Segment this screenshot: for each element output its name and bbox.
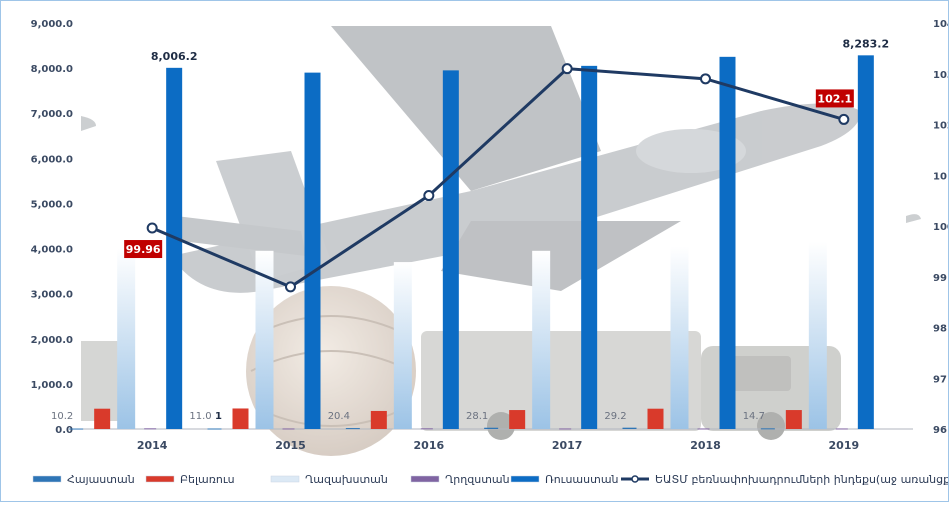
index-point bbox=[561, 63, 573, 75]
legend-swatch-marker bbox=[631, 475, 639, 483]
y2-tick-label: 97 bbox=[933, 374, 947, 385]
bar-data-label: 20.4 bbox=[328, 411, 350, 422]
bar-4-2019 bbox=[857, 55, 874, 430]
index-point bbox=[423, 190, 435, 202]
legend-label: ԵԱՏՄ բեռնափոխադրումների ինդեքս(աջ առանցք… bbox=[655, 473, 948, 486]
y-tick-label: 8,000.0 bbox=[31, 64, 73, 75]
index-point bbox=[146, 222, 158, 234]
bar-3-2018 bbox=[697, 428, 710, 430]
bar-3-2019 bbox=[835, 428, 848, 430]
y2-tick-label: 104 bbox=[933, 19, 948, 30]
bar-data-label: 11.0 bbox=[189, 411, 211, 422]
bar-2-2017 bbox=[532, 250, 551, 429]
legend-swatch bbox=[32, 475, 62, 483]
legend-swatch bbox=[270, 475, 300, 483]
x-tick-label: 2018 bbox=[690, 439, 721, 452]
legend-swatch bbox=[145, 475, 175, 483]
bar-data-label: 28.1 bbox=[466, 411, 488, 422]
y-tick-label: 1,000.0 bbox=[31, 380, 73, 391]
y2-tick-label: 98 bbox=[933, 324, 947, 335]
y-tick-label: 4,000.0 bbox=[31, 245, 73, 256]
data-labels: 10.2 11.0 20.4 28.1 29.2 14.7 1 8,006.2 8,283.2 9… bbox=[51, 37, 889, 422]
bar-4-2017 bbox=[581, 65, 598, 429]
legend-label: Բելառուս bbox=[180, 473, 235, 486]
y2-tick-label: 99 bbox=[933, 273, 947, 284]
y-tick-label: 2,000.0 bbox=[31, 335, 73, 346]
y-tick-label: 3,000.0 bbox=[31, 290, 73, 301]
bar-1-2018 bbox=[647, 408, 664, 429]
y2-tick-label: 102 bbox=[933, 121, 948, 132]
index-label-box bbox=[124, 240, 163, 259]
bar-data-label: 29.2 bbox=[604, 411, 626, 422]
legend-label: Ղազախստան bbox=[305, 473, 388, 486]
bar-0-2016 bbox=[345, 428, 360, 430]
bar-3-2015 bbox=[282, 428, 295, 430]
bar-1-2014 bbox=[94, 408, 111, 429]
x-tick-label: 2019 bbox=[829, 439, 860, 452]
airplane-illustration bbox=[81, 26, 921, 293]
bar-4-2014 bbox=[166, 67, 183, 429]
bar-data-label: 1 bbox=[215, 411, 222, 422]
bar-2-2016 bbox=[393, 262, 412, 429]
bar-1-2017 bbox=[509, 410, 526, 429]
index-point bbox=[700, 73, 711, 85]
index-label-box bbox=[815, 89, 854, 108]
legend: Հայաստան Բելառուս Ղազախստան Ղրղզստան Ռուսաստ… bbox=[32, 473, 949, 486]
truck-illustration bbox=[81, 331, 841, 440]
bar-2-2015 bbox=[255, 250, 274, 429]
y-tick-label: 9,000.0 bbox=[31, 19, 73, 30]
bar-data-label: 14.7 bbox=[743, 411, 765, 422]
x-tick-label: 2014 bbox=[137, 439, 168, 452]
bar-data-label: 8,006.2 bbox=[151, 50, 198, 63]
bar-3-2017 bbox=[559, 428, 572, 430]
bar-3-2014 bbox=[144, 428, 157, 430]
y2-tick-label: 100 bbox=[933, 222, 948, 233]
legend-swatch bbox=[410, 475, 440, 483]
y2-tick-label: 103 bbox=[933, 70, 948, 81]
x-tick-label: 2017 bbox=[552, 439, 583, 452]
background-illustration bbox=[81, 26, 921, 456]
legend-label: Հայաստան bbox=[67, 473, 135, 486]
bar-0-2018 bbox=[622, 427, 637, 429]
index-data-label: 102.1 bbox=[817, 92, 852, 105]
x-tick-label: 2015 bbox=[275, 439, 306, 452]
bar-0-2014 bbox=[69, 428, 84, 430]
bar-1-2015 bbox=[232, 408, 249, 429]
y2-tick-label: 96 bbox=[933, 425, 947, 436]
y2-tick-label: 101 bbox=[933, 171, 948, 182]
index-line bbox=[146, 63, 850, 293]
y-tick-label: 0.0 bbox=[55, 425, 73, 436]
y-tick-label: 6,000.0 bbox=[31, 154, 73, 165]
index-point bbox=[285, 281, 296, 293]
bar-data-label: 8,283.2 bbox=[843, 37, 890, 50]
bar-2-2014 bbox=[117, 248, 136, 429]
bar-0-2015 bbox=[207, 428, 222, 430]
index-data-label: 99.96 bbox=[126, 243, 161, 256]
bar-3-2016 bbox=[420, 428, 433, 430]
bar-1-2019 bbox=[785, 410, 802, 429]
legend-swatch bbox=[510, 475, 540, 483]
bars bbox=[69, 55, 874, 430]
y-tick-label: 5,000.0 bbox=[31, 199, 73, 210]
bar-4-2015 bbox=[304, 72, 321, 429]
bar-4-2016 bbox=[442, 70, 459, 429]
bar-data-label: 10.2 bbox=[51, 411, 73, 422]
legend-label: Ռուսաստան bbox=[545, 473, 619, 486]
x-tick-label: 2016 bbox=[414, 439, 445, 452]
bar-0-2019 bbox=[760, 428, 775, 430]
y-tick-label: 7,000.0 bbox=[31, 109, 73, 120]
bar-2-2019 bbox=[808, 241, 827, 429]
bar-0-2017 bbox=[484, 427, 499, 429]
index-line-path bbox=[151, 67, 845, 289]
index-point bbox=[838, 113, 850, 125]
legend-label: Ղրղզստան bbox=[445, 473, 510, 486]
bar-4-2018 bbox=[719, 56, 736, 429]
bar-2-2018 bbox=[670, 246, 689, 429]
bar-1-2016 bbox=[370, 410, 387, 429]
